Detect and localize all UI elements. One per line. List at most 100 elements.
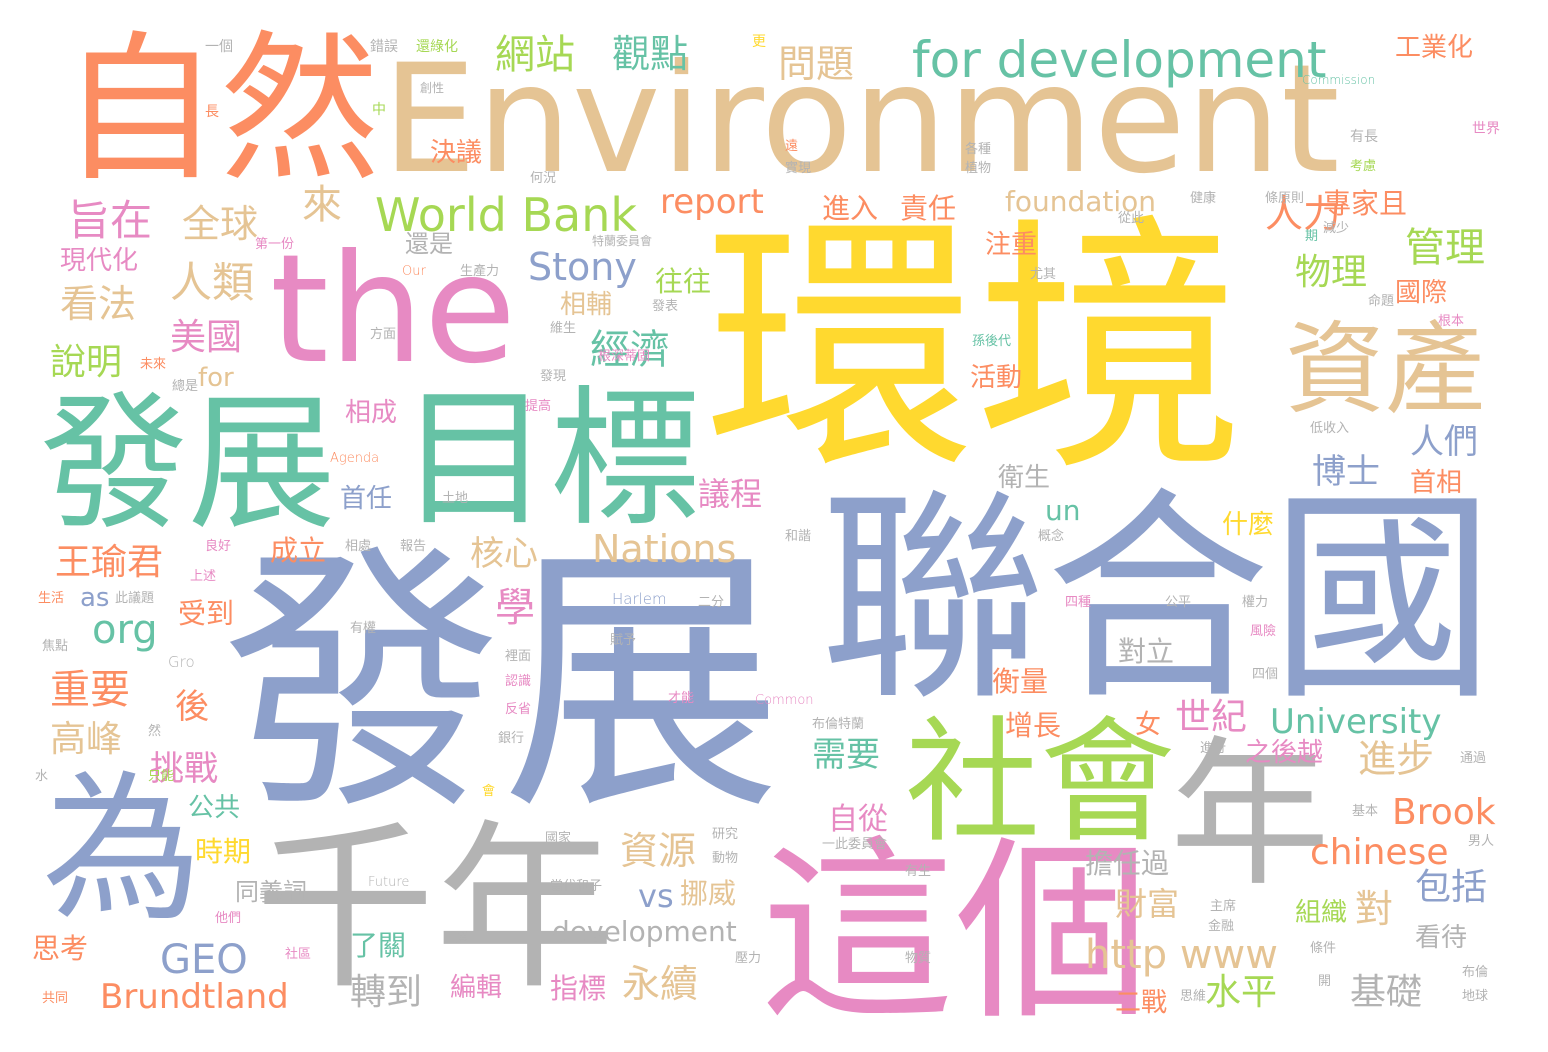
- word: 動物: [712, 851, 739, 866]
- word: 需要: [812, 735, 880, 775]
- word: Stony: [528, 245, 637, 289]
- word: 會: [482, 784, 496, 799]
- word: 低收入: [1310, 421, 1350, 436]
- word: 轉到: [350, 972, 423, 1013]
- word: 物質: [905, 951, 932, 966]
- word: 年: [1170, 721, 1331, 908]
- word: 各種: [965, 142, 992, 157]
- word: Common: [755, 693, 814, 708]
- word: 基礎: [1350, 972, 1423, 1013]
- word: World Bank: [375, 188, 637, 242]
- word: 主席: [1210, 899, 1237, 914]
- word: report: [660, 182, 764, 222]
- word: 成立: [270, 534, 327, 567]
- word: 條件: [1310, 941, 1337, 956]
- word: 只能: [148, 769, 175, 784]
- word: 有長: [1350, 129, 1378, 145]
- word: 全球: [182, 202, 259, 246]
- word: 議程: [698, 475, 763, 513]
- word: 受到: [178, 597, 235, 630]
- word: 土地: [442, 491, 469, 506]
- word: 減少: [1323, 221, 1350, 236]
- word: 對: [1355, 887, 1394, 931]
- word: 衡量: [992, 665, 1049, 698]
- word: 重要: [50, 667, 130, 713]
- word: 網站: [495, 32, 575, 78]
- word: 布倫特蘭: [812, 717, 865, 732]
- word: 裡面: [505, 649, 532, 664]
- word: 人類: [170, 258, 255, 307]
- word: for development: [912, 31, 1327, 89]
- word: 更: [752, 34, 766, 50]
- word: 挪威: [680, 877, 737, 910]
- word: 專家且: [1323, 187, 1408, 220]
- word: 選: [455, 931, 469, 946]
- word: 說明: [50, 342, 123, 383]
- word: 未來: [140, 357, 167, 372]
- word: 資源: [620, 829, 697, 873]
- word: 自從: [828, 802, 888, 837]
- word: 財富: [1115, 885, 1180, 923]
- word: 他們: [215, 911, 242, 926]
- word: 通過: [1460, 751, 1487, 766]
- word: Brook: [1392, 792, 1496, 833]
- word: 創性: [420, 81, 445, 95]
- word: 發展: [40, 378, 336, 550]
- word: 方面: [370, 327, 397, 342]
- word: 活動: [970, 363, 1023, 393]
- word: 環境: [705, 192, 1245, 507]
- word: 報告: [400, 539, 427, 554]
- word: 女: [1135, 710, 1162, 740]
- word: 永續: [622, 962, 699, 1006]
- word: 公平: [1165, 595, 1192, 610]
- word: 考慮: [1350, 159, 1377, 174]
- word: 遠: [785, 139, 799, 154]
- word: 之後越: [1245, 738, 1324, 768]
- word: 何況: [530, 171, 557, 186]
- word: 進步: [1358, 737, 1435, 781]
- word: 布倫: [1462, 965, 1489, 980]
- word: 人們: [1410, 422, 1478, 462]
- word: 提高: [525, 399, 552, 414]
- word: 看法: [60, 282, 137, 326]
- word: development: [552, 915, 737, 948]
- word: 期: [1305, 229, 1319, 244]
- word: 國家: [545, 831, 572, 846]
- word: 注重: [985, 230, 1038, 260]
- word: 進行: [1200, 741, 1227, 756]
- word: 聯合國: [820, 469, 1495, 731]
- word: 資產: [1285, 311, 1485, 428]
- word: 博士: [1312, 452, 1380, 492]
- word: 生產力: [460, 264, 500, 279]
- word: 往往: [655, 265, 712, 298]
- word: 發現: [540, 369, 567, 384]
- word: 命題: [1368, 294, 1395, 309]
- word: 人力: [1265, 192, 1342, 236]
- word: 銀行: [498, 731, 525, 746]
- word: 責任: [900, 192, 957, 225]
- word: org: [92, 607, 158, 653]
- word: 根本: [1438, 314, 1465, 329]
- word: 編輯: [450, 973, 503, 1003]
- word: 千年: [255, 805, 616, 1014]
- word: 認識: [505, 674, 532, 689]
- word: Future: [368, 875, 410, 890]
- word: 特蘭委員會: [592, 234, 653, 248]
- word: 相處: [345, 539, 372, 554]
- word: 核心: [470, 534, 538, 574]
- word: 現代化: [60, 246, 139, 276]
- word: 首相: [1410, 468, 1463, 498]
- word: for: [198, 363, 234, 393]
- word: 反省: [505, 702, 532, 717]
- word: 目標: [400, 373, 701, 547]
- word: Commission: [1302, 73, 1376, 87]
- word: 指標: [550, 972, 607, 1005]
- word: 維生: [550, 321, 577, 336]
- word: 錯誤: [370, 39, 398, 55]
- word: 社會: [905, 704, 1175, 861]
- word: 後: [175, 687, 209, 727]
- word: 管理: [1405, 225, 1485, 271]
- word: 世紀: [1175, 697, 1248, 738]
- word: 什麼: [1222, 510, 1275, 540]
- word: 旨在: [68, 196, 153, 245]
